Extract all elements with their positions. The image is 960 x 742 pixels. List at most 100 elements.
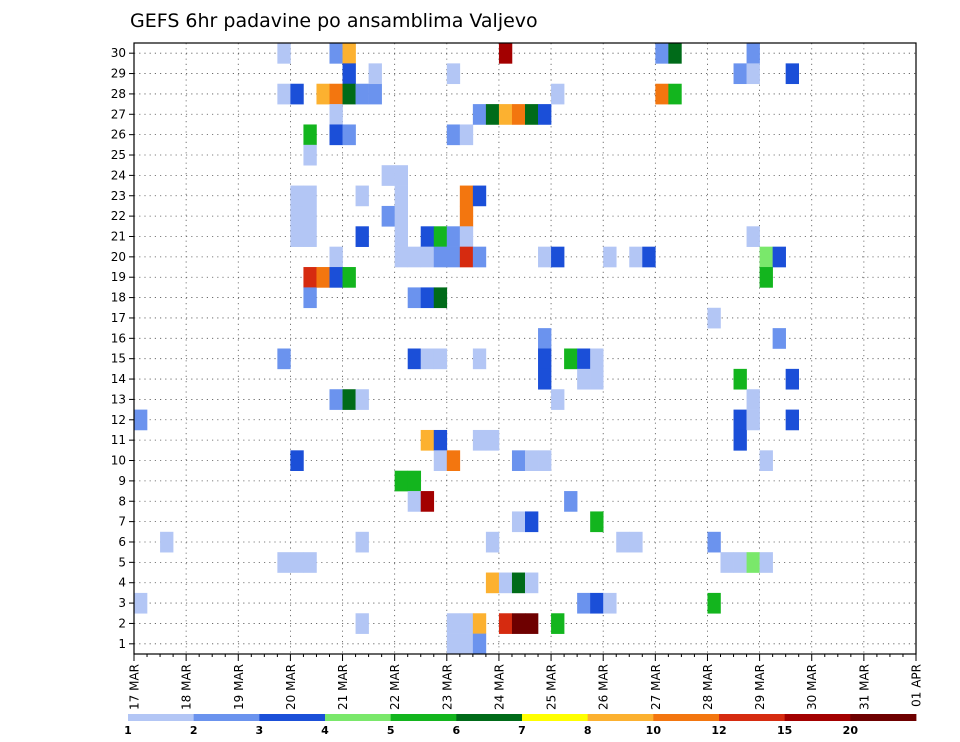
heatmap-cell [629,246,643,268]
heatmap-cell [355,531,369,553]
heatmap-cell [355,83,369,105]
heatmap-cell [433,450,448,471]
heatmap-cell [577,368,591,390]
heatmap-cell [303,552,317,573]
heatmap-cell [355,613,369,634]
heatmap-cell [342,389,356,410]
heatmap-cell [498,613,513,634]
x-tick-label: 21 MAR [336,664,350,710]
heatmap-cell [551,389,565,410]
heatmap-cell [446,633,461,655]
y-tick-label: 25 [111,148,126,162]
heatmap-cell [746,63,760,85]
x-tick-label: 23 MAR [440,664,454,710]
heatmap-cell [772,246,786,268]
legend-level-label: 6 [453,724,461,737]
heatmap-cell [485,104,500,125]
heatmap-cell [538,368,552,390]
heatmap-cell [668,43,682,64]
heatmap-cell [785,368,799,390]
legend-swatch [653,714,720,721]
legend-swatch [719,714,786,721]
heatmap-cell [511,572,526,594]
heatmap-cell [655,43,669,64]
heatmap-cell [590,348,604,370]
heatmap-cell [655,83,669,105]
legend-swatch [325,714,392,721]
heatmap-cell [485,572,500,594]
x-axis: 17 MAR 18 MAR 19 MAR 20 MAR 21 MAR 22 MAR 23 M… [128,654,924,710]
heatmap-cell [746,552,760,573]
heatmap-cell [394,470,408,492]
legend-level-label: 15 [777,724,792,737]
heatmap-cell [733,429,747,451]
heatmap-cell [394,246,408,268]
heatmap-cell [511,613,526,634]
heatmap-cell [420,429,435,451]
heatmap-cell [329,83,343,105]
heatmap-cell [603,246,617,268]
x-tick-label: 01 APR [910,664,924,707]
heatmap-cell [590,368,604,390]
heatmap-cell [277,552,291,573]
heatmap-cell [433,287,448,309]
heatmap-cell [733,552,747,573]
heatmap-cell [420,226,435,247]
y-tick-label: 9 [118,474,126,488]
y-tick-label: 7 [118,515,126,529]
heatmap-cell [277,348,291,370]
heatmap-cell [316,83,330,105]
heatmap-cell [381,165,395,186]
heatmap-cells [134,43,799,655]
heatmap-cell [329,267,343,288]
heatmap-cell [420,287,435,309]
heatmap-cell [342,43,356,64]
heatmap-cell [472,246,487,268]
y-tick-label: 24 [111,168,126,182]
heatmap-cell [407,348,422,370]
x-tick-label: 29 MAR [753,664,767,710]
heatmap-cell [472,633,487,655]
heatmap-cell [707,592,721,614]
heatmap-cell [759,246,773,268]
x-tick-label: 28 MAR [701,664,715,710]
heatmap-cell [433,348,448,370]
chart-title: GEFS 6hr padavine po ansamblima Valjevo [130,10,538,32]
y-tick-label: 10 [111,454,126,468]
heatmap-cell [420,348,435,370]
heatmap-cell [590,511,604,533]
legend-swatch [587,714,654,721]
x-tick-label: 25 MAR [545,664,559,710]
heatmap-cell [134,409,148,431]
heatmap-cell [498,572,513,594]
heatmap-cell [785,63,799,85]
heatmap-cell [368,83,382,105]
x-tick-label: 20 MAR [284,664,298,710]
x-tick-label: 17 MAR [128,664,142,710]
heatmap-cell [525,572,539,594]
heatmap-cell [394,226,408,247]
heatmap-cell [525,104,539,125]
legend-swatch [522,714,589,721]
heatmap-cell [746,389,760,410]
heatmap-cell [746,409,760,431]
heatmap-cell [420,246,435,268]
y-tick-label: 14 [111,372,126,386]
grid-lines [133,43,917,654]
heatmap-cell [759,450,773,471]
heatmap-cell [459,613,474,634]
y-tick-label: 4 [118,576,126,590]
heatmap-cell [511,104,526,125]
heatmap-cell [720,552,734,573]
heatmap-cell [290,552,304,573]
legend-swatch [784,714,851,721]
heatmap-cell [303,185,317,207]
heatmap-cell [290,185,304,207]
heatmap-cell [407,491,422,512]
y-tick-label: 23 [111,189,126,203]
heatmap-cell [551,83,565,105]
heatmap-cell [407,470,422,492]
heatmap-cell [290,226,304,247]
heatmap-cell [290,83,304,105]
